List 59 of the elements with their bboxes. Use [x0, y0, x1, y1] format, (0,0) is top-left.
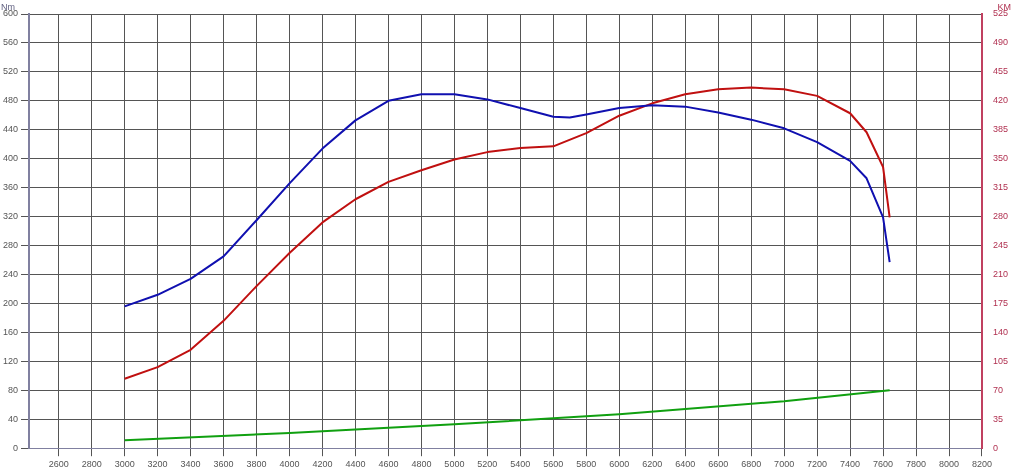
- x-tick-label: 7400: [840, 459, 861, 470]
- y-tick-label: 280: [2, 240, 19, 251]
- y-tick-label: 80: [8, 384, 19, 395]
- x-tick-label: 5600: [543, 459, 564, 470]
- y-tick-label: 440: [2, 124, 19, 135]
- y-tick-label: 0: [13, 442, 19, 453]
- y-tick-label: 520: [2, 66, 19, 77]
- y2-tick-label: 490: [992, 37, 1009, 48]
- x-tick-label: 2600: [48, 459, 69, 470]
- x-tick-label: 3600: [213, 459, 234, 470]
- y-tick-label: 480: [2, 95, 19, 106]
- y2-tick-label: 315: [992, 182, 1009, 193]
- y2-tick-label: 35: [992, 413, 1003, 424]
- x-tick-label: 4400: [345, 459, 366, 470]
- x-tick-label: 6400: [675, 459, 696, 470]
- y2-tick-label: 280: [992, 211, 1009, 222]
- y-tick-label: 240: [2, 269, 19, 279]
- x-tick-label: 4600: [378, 459, 399, 470]
- x-tick-label: 4800: [411, 459, 432, 470]
- y2-tick-label: 420: [992, 95, 1009, 106]
- x-tick-label: 4000: [279, 459, 300, 470]
- y-tick-label: 200: [2, 297, 19, 308]
- y2-tick-label: 0: [992, 442, 998, 453]
- x-tick-label: 8200: [971, 459, 992, 470]
- x-tick-label: 6600: [708, 459, 729, 470]
- y-tick-label: 320: [2, 211, 19, 222]
- x-tick-label: 6000: [609, 459, 630, 470]
- y2-tick-label: 210: [992, 269, 1009, 279]
- y2-tick-label: 245: [992, 240, 1009, 251]
- x-tick-label: 5800: [576, 459, 597, 470]
- x-tick-label: 7800: [906, 459, 927, 470]
- y-tick-label: 120: [2, 355, 19, 366]
- y-tick-label: 400: [2, 153, 19, 164]
- x-tick-label: 3800: [246, 459, 267, 470]
- y2-tick-label: 175: [992, 297, 1009, 308]
- y2-tick-label: 385: [992, 124, 1009, 135]
- y-tick-label: 360: [2, 182, 19, 193]
- x-tick-label: 6800: [741, 459, 762, 470]
- y-tick-label: 560: [2, 37, 19, 48]
- y2-tick-label: 455: [992, 66, 1009, 77]
- x-tick-label: 5400: [510, 459, 531, 470]
- x-tick-label: 5200: [477, 459, 498, 470]
- y2-tick-label: 350: [992, 153, 1009, 164]
- x-tick-label: 7600: [873, 459, 894, 470]
- x-tick-label: 2800: [81, 459, 102, 470]
- x-tick-label: 8000: [938, 459, 960, 470]
- y2-tick-label: 140: [992, 326, 1009, 337]
- y-tick-label: 40: [8, 413, 19, 424]
- x-tick-label: 3200: [147, 459, 168, 470]
- x-tick-label: 6200: [642, 459, 663, 470]
- x-tick-label: 5000: [444, 459, 465, 470]
- y2-tick-label: 70: [992, 384, 1003, 395]
- y-tick-label: 160: [2, 326, 19, 337]
- y2-tick-label: 105: [992, 355, 1009, 366]
- x-tick-label: 3400: [180, 459, 201, 470]
- x-tick-label: 4200: [312, 459, 333, 470]
- x-tick-label: 7200: [807, 459, 828, 470]
- x-tick-label: 3000: [114, 459, 135, 470]
- x-tick-label: 7000: [774, 459, 795, 470]
